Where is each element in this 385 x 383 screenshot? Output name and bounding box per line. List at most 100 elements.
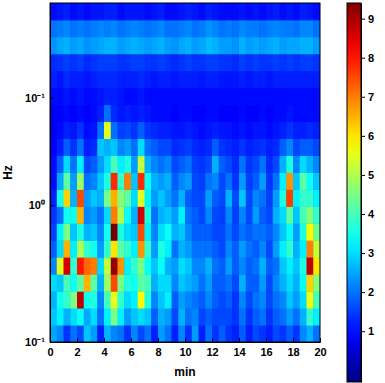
cell [131, 88, 138, 105]
cell [266, 37, 273, 54]
cell [57, 308, 64, 325]
cell [111, 189, 118, 206]
y-tick-mark [50, 342, 54, 343]
cell [118, 325, 125, 342]
cell [124, 172, 131, 189]
cell [232, 122, 239, 139]
cell [286, 223, 293, 240]
cell [64, 88, 71, 105]
cell [91, 189, 98, 206]
cell [131, 189, 138, 206]
cell [118, 257, 125, 275]
cell [124, 139, 131, 156]
cell [313, 274, 320, 292]
x-tick: 18 [287, 338, 299, 358]
cell [77, 325, 84, 342]
cell [273, 3, 280, 20]
colorbar-tick-label: 2 [368, 286, 374, 298]
cell [286, 325, 293, 342]
cell [307, 274, 314, 292]
cell [286, 189, 293, 206]
cell [172, 274, 179, 292]
cell [232, 105, 239, 122]
cell [239, 20, 246, 37]
cell [300, 223, 307, 240]
cell [219, 139, 226, 156]
cell [111, 257, 118, 275]
colorbar-axis: 123456789 [361, 4, 375, 383]
cell [266, 223, 273, 240]
cell [151, 274, 158, 292]
cell [158, 122, 165, 139]
cell [97, 172, 104, 189]
cell [313, 257, 320, 275]
y-axis-line [50, 4, 51, 343]
cell [293, 20, 300, 37]
cell [199, 206, 206, 223]
cell [185, 308, 192, 325]
cell [205, 223, 212, 240]
cell [138, 274, 145, 292]
cell [219, 122, 226, 139]
cell [219, 257, 226, 275]
x-tick: 14 [233, 338, 246, 358]
cell [293, 122, 300, 139]
cell [219, 308, 226, 325]
cell [50, 325, 57, 342]
colorbar-tick-label: 1 [368, 325, 374, 337]
cell [307, 20, 314, 37]
cell [131, 291, 138, 308]
cell [118, 308, 125, 325]
cell [246, 88, 253, 105]
cell [266, 240, 273, 257]
cell [219, 37, 226, 54]
x-axis-line [51, 342, 321, 343]
cell [91, 308, 98, 325]
cell [253, 325, 260, 342]
cell [239, 139, 246, 156]
cell [253, 3, 260, 20]
cell [300, 122, 307, 139]
cell [131, 139, 138, 156]
cell [226, 206, 233, 223]
cell [300, 240, 307, 257]
cell [104, 37, 111, 54]
cell [232, 88, 239, 105]
cell [286, 3, 293, 20]
cell [97, 37, 104, 54]
cell [266, 206, 273, 223]
cell [226, 3, 233, 20]
cell [253, 308, 260, 325]
cell [280, 37, 287, 54]
cell [307, 206, 314, 223]
cell [266, 155, 273, 172]
cell [273, 325, 280, 342]
cell [145, 88, 152, 105]
cell [313, 105, 320, 122]
cell [253, 189, 260, 206]
cell [239, 257, 246, 275]
cell [111, 37, 118, 54]
cell [246, 240, 253, 257]
cell [185, 325, 192, 342]
cell [286, 291, 293, 308]
cell [77, 20, 84, 37]
cell [205, 257, 212, 275]
cell [97, 257, 104, 275]
x-tick: 10 [179, 338, 191, 358]
cell [104, 122, 111, 139]
cell [246, 308, 253, 325]
cell [219, 20, 226, 37]
cell [239, 308, 246, 325]
cell [293, 189, 300, 206]
cell [212, 308, 219, 325]
cell [104, 139, 111, 156]
cell [165, 206, 172, 223]
cell [239, 3, 246, 20]
cell [172, 240, 179, 257]
x-tick: 4 [101, 338, 108, 358]
cell [118, 155, 125, 172]
cell [124, 257, 131, 275]
cell [246, 257, 253, 275]
cell [104, 172, 111, 189]
